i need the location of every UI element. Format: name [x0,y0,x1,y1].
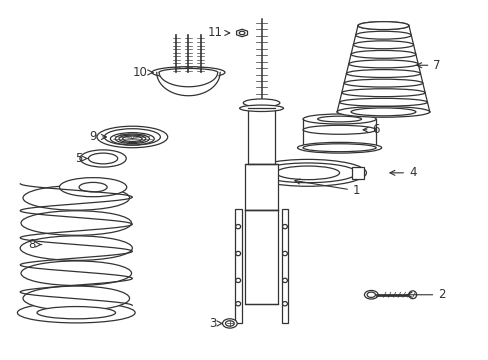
Ellipse shape [357,22,408,30]
Ellipse shape [79,183,107,192]
FancyBboxPatch shape [234,209,241,323]
Ellipse shape [37,307,115,319]
Ellipse shape [364,291,377,299]
Ellipse shape [222,319,237,328]
Ellipse shape [235,251,240,256]
FancyBboxPatch shape [245,211,277,304]
Ellipse shape [159,68,217,76]
Ellipse shape [336,107,429,117]
Text: 9: 9 [89,130,106,144]
FancyBboxPatch shape [281,209,288,323]
Ellipse shape [346,69,420,77]
Ellipse shape [350,50,415,58]
Ellipse shape [336,108,429,116]
Ellipse shape [353,41,413,49]
Ellipse shape [119,135,145,143]
Ellipse shape [282,302,287,306]
Ellipse shape [366,292,375,297]
Text: 3: 3 [209,317,222,330]
Ellipse shape [355,31,410,39]
Ellipse shape [282,251,287,256]
Polygon shape [236,29,247,37]
Ellipse shape [21,261,131,285]
Text: 1: 1 [294,179,360,197]
Ellipse shape [303,144,375,152]
FancyBboxPatch shape [245,164,277,211]
Ellipse shape [243,99,279,107]
Ellipse shape [115,134,149,144]
Ellipse shape [408,291,416,299]
Ellipse shape [225,321,234,326]
Ellipse shape [239,31,244,35]
Ellipse shape [297,142,381,153]
Ellipse shape [97,126,167,148]
Text: 6: 6 [363,123,379,136]
Ellipse shape [249,159,366,186]
Ellipse shape [317,116,361,122]
Ellipse shape [303,114,375,124]
Ellipse shape [259,163,356,183]
Ellipse shape [344,79,422,87]
Ellipse shape [122,136,142,141]
Ellipse shape [339,98,427,106]
Text: 11: 11 [207,27,229,40]
Ellipse shape [23,286,129,311]
Text: 4: 4 [389,166,416,179]
FancyBboxPatch shape [251,168,260,177]
Ellipse shape [341,89,424,96]
Ellipse shape [60,177,126,197]
Ellipse shape [104,129,160,145]
Ellipse shape [282,225,287,229]
Ellipse shape [357,22,408,30]
Ellipse shape [276,166,339,180]
Ellipse shape [88,153,118,164]
Text: 7: 7 [416,59,440,72]
Ellipse shape [18,302,135,323]
FancyBboxPatch shape [351,167,363,179]
Text: 2: 2 [406,288,445,301]
Ellipse shape [21,211,131,235]
Ellipse shape [350,108,415,116]
Text: 5: 5 [75,152,88,165]
Ellipse shape [20,236,132,260]
Ellipse shape [23,186,129,210]
Ellipse shape [239,105,283,112]
Ellipse shape [282,278,287,283]
Text: 8: 8 [29,238,41,251]
FancyBboxPatch shape [247,108,275,164]
Text: 10: 10 [132,66,153,79]
Ellipse shape [235,302,240,306]
Ellipse shape [110,132,154,145]
Ellipse shape [348,60,417,68]
Ellipse shape [235,278,240,283]
Ellipse shape [80,150,126,167]
Ellipse shape [303,125,375,134]
Ellipse shape [152,67,224,78]
Ellipse shape [235,225,240,229]
